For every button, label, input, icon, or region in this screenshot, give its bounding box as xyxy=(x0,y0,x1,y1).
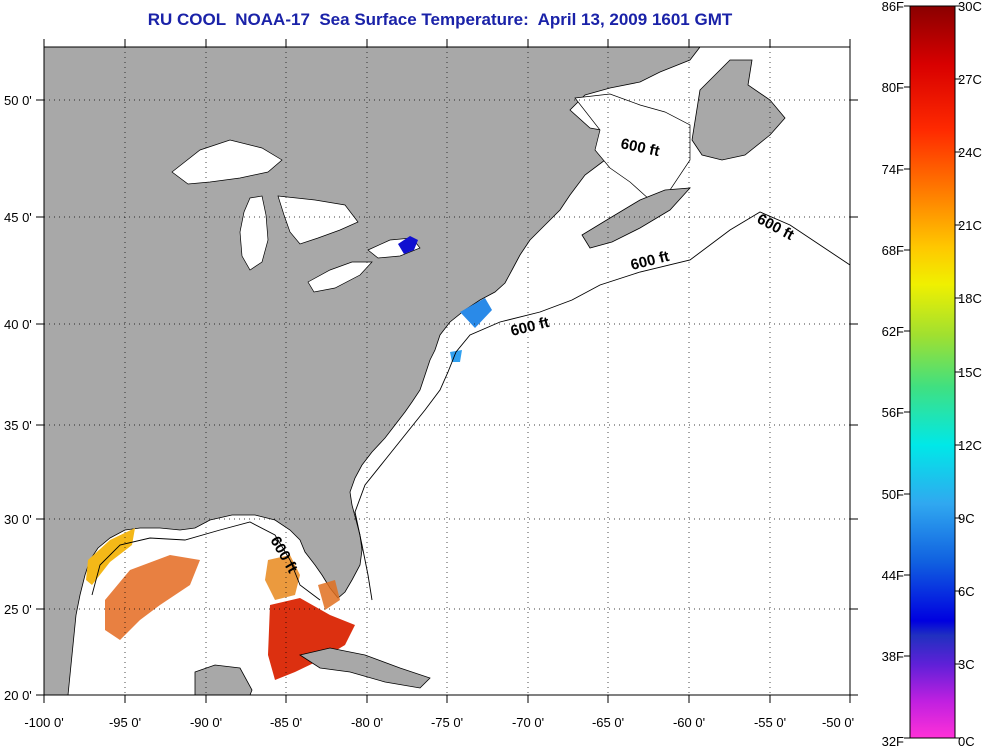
colorbar-c-15: 15C xyxy=(958,365,982,380)
colorbar-f-56: 56F xyxy=(882,405,904,420)
colorbar-c-24: 24C xyxy=(958,145,982,160)
lat-label-20: 20 0' xyxy=(4,688,32,703)
colorbar-c-0: 0C xyxy=(958,734,975,749)
colorbar-f-80: 80F xyxy=(882,80,904,95)
lat-label-25: 25 0' xyxy=(4,602,32,617)
land-newfoundland xyxy=(691,59,786,161)
colorbar-gradient xyxy=(909,5,956,739)
sst-patch-nj-shelf xyxy=(460,298,492,328)
colorbar-f-62: 62F xyxy=(882,324,904,339)
lat-label-45: 45 0' xyxy=(4,210,32,225)
sst-patch-florida-straits xyxy=(268,598,355,680)
lat-label-50: 50 0' xyxy=(4,93,32,108)
lat-label-35: 35 0' xyxy=(4,418,32,433)
isobath-atlantic xyxy=(354,211,851,601)
lon-label-80: -80 0' xyxy=(351,715,383,730)
lon-label-75: -75 0' xyxy=(431,715,463,730)
lon-label-100: -100 0' xyxy=(24,715,63,730)
colorbar-c-9: 9C xyxy=(958,511,975,526)
land-cuba xyxy=(298,647,431,689)
lake-michigan xyxy=(239,195,269,271)
colorbar-f-86: 86F xyxy=(882,0,904,14)
colorbar-f-74: 74F xyxy=(882,162,904,177)
lon-label-65: -65 0' xyxy=(592,715,624,730)
colorbar-f-68: 68F xyxy=(882,243,904,258)
colorbar-c-12: 12C xyxy=(958,438,982,453)
lake-erie xyxy=(307,261,373,293)
lon-label-60: -60 0' xyxy=(673,715,705,730)
colorbar-f-50: 50F xyxy=(882,487,904,502)
tick-marks xyxy=(36,39,858,703)
colorbar-c-6: 6C xyxy=(958,584,975,599)
colorbar-c-18: 18C xyxy=(958,291,982,306)
sst-patch-loop xyxy=(318,580,340,610)
lat-label-40: 40 0' xyxy=(4,317,32,332)
lon-label-95: -95 0' xyxy=(109,715,141,730)
colorbar-ticks xyxy=(904,5,961,739)
colorbar-c-30: 30C xyxy=(958,0,982,14)
grid xyxy=(44,47,850,695)
lon-label-90: -90 0' xyxy=(190,715,222,730)
sst-patch-east-gulf xyxy=(265,555,300,600)
lon-label-70: -70 0' xyxy=(512,715,544,730)
land-north-america xyxy=(43,46,701,696)
colorbar-c-27: 27C xyxy=(958,72,982,87)
isobath-gulf xyxy=(91,521,321,601)
lake-huron xyxy=(277,195,359,245)
sst-patch-central-gulf xyxy=(105,555,200,640)
lon-label-85: -85 0' xyxy=(270,715,302,730)
lake-ontario-sst xyxy=(398,236,418,254)
colorbar-f-38: 38F xyxy=(882,649,904,664)
chart-title: RU COOL NOAA-17 Sea Surface Temperature:… xyxy=(147,10,733,29)
colorbar-c-3: 3C xyxy=(958,657,975,672)
lon-label-50: -50 0' xyxy=(822,715,854,730)
lake-superior xyxy=(171,139,283,185)
lon-label-55: -55 0' xyxy=(754,715,786,730)
colorbar-c-21: 21C xyxy=(958,218,982,233)
lat-label-30: 30 0' xyxy=(4,512,32,527)
land-nova-scotia xyxy=(581,187,691,249)
colorbar-f-32: 32F xyxy=(882,734,904,749)
colorbar-f-44: 44F xyxy=(882,568,904,583)
